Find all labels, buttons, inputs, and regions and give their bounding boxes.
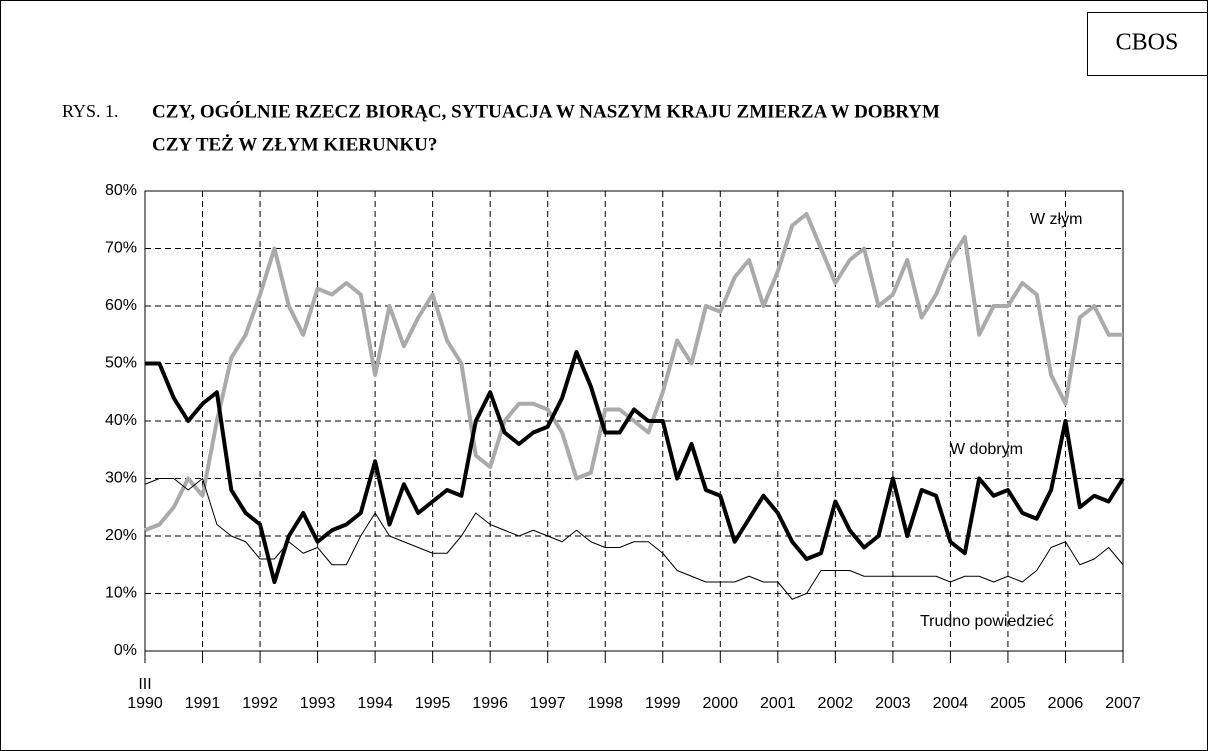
y-tick-label: 80% <box>105 182 137 199</box>
y-tick-label: 30% <box>105 470 137 487</box>
series-line <box>145 350 1125 584</box>
x-tick-label: 1992 <box>242 695 278 712</box>
x-tick-label: 1998 <box>587 695 623 712</box>
x-tick-label: 2004 <box>933 695 969 712</box>
y-tick-label: 60% <box>105 297 137 314</box>
x-tick-label: 2005 <box>990 695 1026 712</box>
x-tick-label: 2001 <box>760 695 796 712</box>
series-label: Trudno powiedzieć <box>920 613 1054 630</box>
x-tick-label: 2006 <box>1048 695 1084 712</box>
chart-title: CZY, OGÓLNIE RZECZ BIORĄC, SYTUACJA W NA… <box>152 100 940 122</box>
source: CBOS <box>1116 30 1179 56</box>
x-tick-label: 1993 <box>300 695 336 712</box>
y-tick-label: 40% <box>105 412 137 429</box>
x-tick-label: 2000 <box>702 695 738 712</box>
y-tick-label: 10% <box>105 585 137 602</box>
x-tick-label: 2002 <box>818 695 854 712</box>
y-tick-label: 20% <box>105 527 137 544</box>
x-tick-label: 1990 <box>127 695 163 712</box>
chart-title: CZY TEŻ W ZŁYM KIERUNKU? <box>152 134 437 155</box>
figure-label: RYS. 1. <box>62 101 119 121</box>
x-tick-label: 2007 <box>1105 695 1141 712</box>
x-tick-label: 1999 <box>645 695 681 712</box>
x-tick-label: 1995 <box>415 695 451 712</box>
y-tick-label: 70% <box>105 240 137 257</box>
y-tick-label: 0% <box>114 642 137 659</box>
series-line <box>144 212 1123 533</box>
x-tick-label: 1994 <box>357 695 393 712</box>
series-line <box>144 478 1124 600</box>
x-tick-label: 1997 <box>530 695 566 712</box>
x-tick-label: 1996 <box>472 695 508 712</box>
y-tick-label: 50% <box>105 355 137 372</box>
series-label: W dobrym <box>950 441 1023 458</box>
start-annotation: III <box>138 676 151 693</box>
series-label: W złym <box>1030 211 1082 228</box>
x-tick-label: 1991 <box>185 695 221 712</box>
x-tick-label: 2003 <box>875 695 911 712</box>
